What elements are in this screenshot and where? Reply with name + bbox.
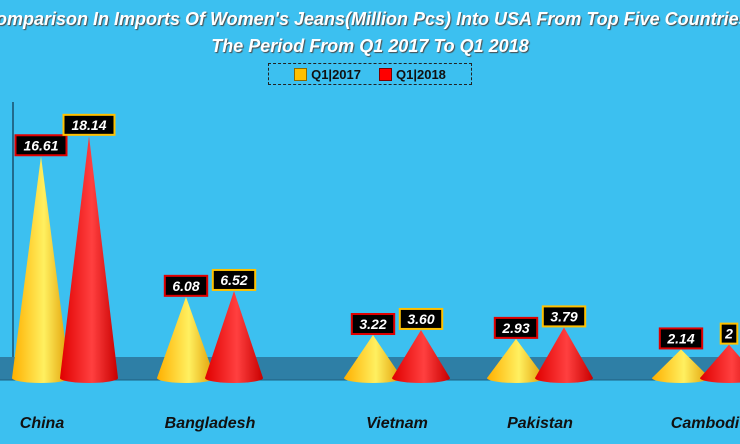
cone-vietnam-q1-2017 bbox=[344, 335, 402, 383]
data-label-box-bangladesh-q1-2018 bbox=[211, 268, 257, 291]
data-label-text-cambodi-q1-2017: 2.14 bbox=[666, 330, 694, 346]
data-label-bangladesh-q1-2018: 6.52 bbox=[211, 268, 257, 291]
cone-china-q1-2018 bbox=[60, 135, 118, 383]
data-label-box-vietnam-q1-2018 bbox=[398, 307, 444, 330]
cone-bangladesh-q1-2017 bbox=[157, 296, 215, 383]
legend-item-q1-2017: Q1|2017 bbox=[294, 67, 361, 82]
data-label-text-cambodi-q1-2018: 2 bbox=[724, 326, 733, 342]
data-label-cambodi-q1-2017: 2.14 bbox=[658, 327, 704, 350]
data-label-text-china-q1-2018: 18.14 bbox=[71, 117, 106, 133]
legend-item-q1-2018: Q1|2018 bbox=[379, 67, 446, 82]
data-label-text-vietnam-q1-2017: 3.22 bbox=[359, 316, 386, 332]
category-label-china: China bbox=[20, 415, 65, 432]
legend: Q1|2017 Q1|2018 bbox=[268, 63, 472, 85]
chart-title-line2: The Period From Q1 2017 To Q1 2018 bbox=[211, 36, 529, 56]
category-label-bangladesh: Bangladesh bbox=[165, 415, 256, 432]
category-label-cambodi: Cambodi bbox=[671, 415, 740, 432]
cone-vietnam-q1-2018 bbox=[392, 329, 450, 383]
data-label-pakistan-q1-2017: 2.93 bbox=[493, 316, 539, 339]
data-label-text-vietnam-q1-2018: 3.60 bbox=[407, 311, 434, 327]
data-label-box-pakistan-q1-2017 bbox=[493, 316, 539, 339]
data-label-vietnam-q1-2018: 3.60 bbox=[398, 307, 444, 330]
category-label-pakistan: Pakistan bbox=[507, 415, 573, 432]
cone-cambodi-q1-2017 bbox=[652, 349, 710, 383]
category-label-vietnam: Vietnam bbox=[366, 415, 428, 432]
data-label-box-vietnam-q1-2017 bbox=[350, 313, 396, 336]
data-label-box-china-q1-2017 bbox=[14, 134, 68, 157]
data-label-china-q1-2017: 16.61 bbox=[14, 134, 68, 157]
data-label-bangladesh-q1-2017: 6.08 bbox=[163, 274, 209, 297]
legend-label-q1-2018: Q1|2018 bbox=[396, 66, 446, 82]
data-label-text-china-q1-2017: 16.61 bbox=[23, 137, 58, 153]
cone-china-q1-2017 bbox=[12, 156, 70, 383]
data-label-box-cambodi-q1-2017 bbox=[658, 327, 704, 350]
cone-bangladesh-q1-2018 bbox=[205, 290, 263, 383]
data-label-box-cambodi-q1-2018 bbox=[719, 322, 739, 345]
data-label-cambodi-q1-2018: 2 bbox=[719, 322, 739, 345]
legend-label-q1-2017: Q1|2017 bbox=[311, 66, 361, 82]
chart-title-line1: omparison In Imports Of Women's Jeans(Mi… bbox=[0, 9, 740, 29]
legend-swatch-q1-2018 bbox=[379, 67, 392, 81]
data-label-box-pakistan-q1-2018 bbox=[541, 305, 587, 328]
data-label-text-pakistan-q1-2017: 2.93 bbox=[501, 320, 529, 336]
cone-pakistan-q1-2017 bbox=[487, 338, 545, 383]
data-label-box-china-q1-2018 bbox=[62, 113, 116, 136]
data-label-text-bangladesh-q1-2018: 6.52 bbox=[220, 272, 247, 288]
data-label-pakistan-q1-2018: 3.79 bbox=[541, 305, 587, 328]
legend-swatch-q1-2017 bbox=[294, 67, 308, 81]
data-label-china-q1-2018: 18.14 bbox=[62, 113, 116, 136]
cone-cambodi-q1-2018 bbox=[700, 344, 740, 383]
cone-pakistan-q1-2018 bbox=[535, 327, 593, 383]
data-label-box-bangladesh-q1-2017 bbox=[163, 274, 209, 297]
data-label-vietnam-q1-2017: 3.22 bbox=[350, 313, 396, 336]
data-label-text-pakistan-q1-2018: 3.79 bbox=[550, 308, 577, 324]
data-label-text-bangladesh-q1-2017: 6.08 bbox=[172, 278, 199, 294]
